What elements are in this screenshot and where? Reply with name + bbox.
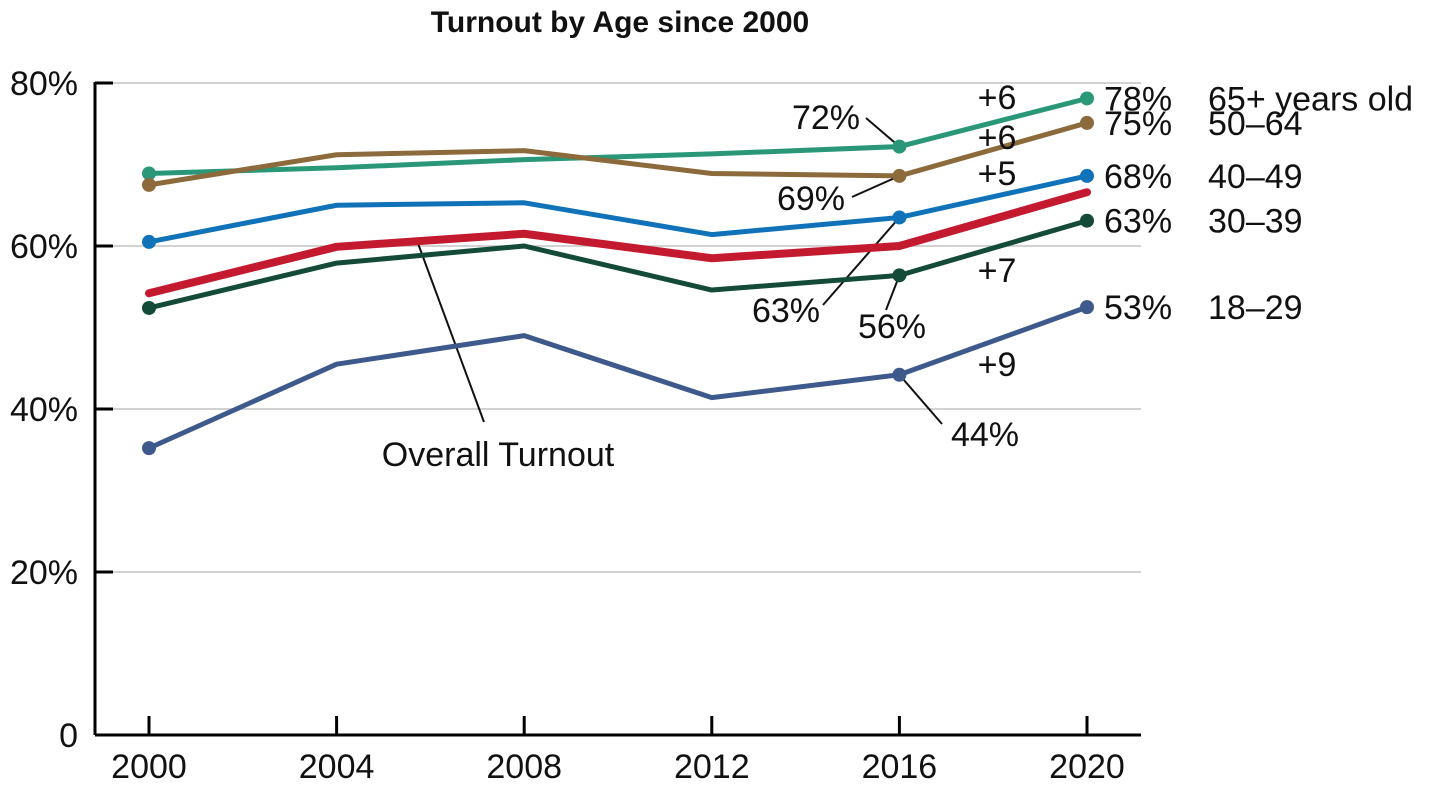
series-point: [892, 367, 907, 382]
series-name-label: 18–29: [1208, 289, 1303, 327]
series-line: [146, 95, 1090, 176]
series-point: [142, 441, 156, 456]
series-line: [146, 304, 1090, 451]
end-value-label: 78%: [1104, 80, 1172, 118]
overall-callout-leader: [415, 237, 485, 423]
series-line: [146, 120, 1090, 188]
change-label: +7: [978, 252, 1017, 290]
y-tick-label: 20%: [10, 554, 78, 592]
x-tick-label: 2012: [674, 748, 750, 786]
series-line: [145, 188, 1091, 298]
series-point: [1080, 300, 1094, 315]
point-value-label: 63%: [752, 292, 820, 330]
y-tick-label: 60%: [10, 228, 78, 266]
series-name-label: 40–49: [1208, 158, 1303, 196]
series-name-label: 30–39: [1208, 203, 1303, 241]
x-tick-label: 2004: [299, 748, 375, 786]
series-name-label: 50–64: [1208, 105, 1303, 143]
annotation-leader-line: [898, 374, 943, 425]
point-value-label: 56%: [858, 308, 926, 346]
series-point: [1080, 115, 1094, 130]
series-name-label: 65+ years old: [1208, 80, 1413, 118]
end-value-label: 53%: [1104, 289, 1172, 327]
series-points: [142, 91, 1094, 456]
point-value-label: 72%: [792, 99, 860, 137]
series-point: [142, 234, 156, 249]
x-tick-label: 2020: [1049, 748, 1125, 786]
change-label: +6: [978, 79, 1017, 117]
series-lines: [145, 95, 1091, 451]
y-tick-label: 40%: [10, 391, 78, 429]
y-tick-label: 0: [59, 717, 78, 755]
series-point: [892, 268, 907, 283]
change-label: +6: [978, 119, 1017, 157]
series-line: [146, 218, 1090, 311]
annotation-leader-line: [851, 174, 900, 198]
change-label: +5: [978, 155, 1017, 193]
y-axis-ticks: 0 20% 40% 60% 80%: [10, 65, 113, 755]
series-point: [1080, 168, 1094, 183]
series-point: [142, 177, 156, 192]
series-point: [892, 168, 907, 183]
point-value-label: 44%: [951, 416, 1019, 454]
series-point: [142, 166, 156, 181]
end-value-label: 75%: [1104, 105, 1172, 143]
point-value-label: 69%: [777, 180, 845, 218]
axes: [93, 82, 1141, 737]
series-point: [1080, 213, 1094, 228]
overall-turnout-label: Overall Turnout: [382, 436, 615, 474]
series-line: [146, 173, 1090, 245]
series-point: [892, 210, 907, 225]
change-label: +9: [978, 346, 1017, 384]
annotation-leader-line: [822, 216, 901, 306]
x-tick-label: 2016: [862, 748, 938, 786]
chart-title: Turnout by Age since 2000: [431, 6, 809, 39]
series-point: [1080, 91, 1094, 106]
series-point: [892, 139, 907, 154]
x-tick-label: 2000: [111, 748, 187, 786]
x-axis-ticks: 2000 2004 2008 2012 2016 2020: [111, 716, 1125, 786]
series-point: [142, 300, 156, 315]
x-tick-label: 2008: [486, 748, 562, 786]
end-value-label: 63%: [1104, 203, 1172, 241]
end-value-label: 68%: [1104, 158, 1172, 196]
series-labels: 78% 65+ years old 75% 50–64 68% 40–49 63% 30–39…: [382, 79, 1413, 474]
y-tick-label: 80%: [10, 65, 78, 103]
annotation-leaders: [415, 117, 943, 425]
annotation-leader-line: [865, 117, 901, 148]
